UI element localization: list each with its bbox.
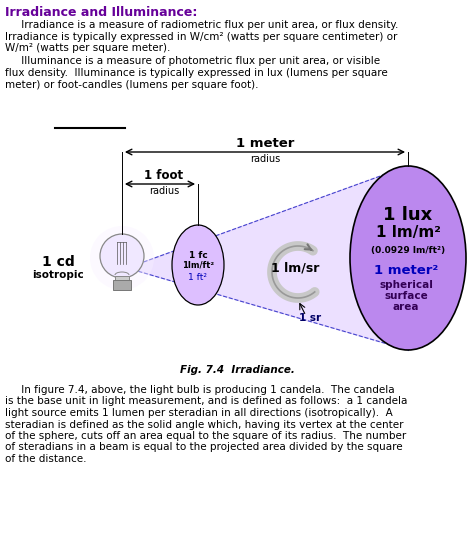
Text: surface: surface (384, 291, 428, 301)
Text: 1 meter²: 1 meter² (374, 263, 438, 277)
Text: of the sphere, cuts off an area equal to the square of its radius.  The number: of the sphere, cuts off an area equal to… (5, 431, 406, 441)
Text: (0.0929 lm/ft²): (0.0929 lm/ft²) (371, 246, 445, 255)
Text: 1 foot: 1 foot (145, 169, 183, 182)
FancyBboxPatch shape (115, 276, 129, 281)
Text: 1 sr: 1 sr (299, 313, 321, 323)
FancyBboxPatch shape (113, 280, 131, 290)
Text: 1 lm/sr: 1 lm/sr (271, 262, 319, 274)
Text: 1 meter: 1 meter (236, 137, 294, 150)
Text: isotropic: isotropic (32, 270, 84, 280)
Text: 1 fc: 1 fc (189, 250, 207, 260)
Text: W/m² (watts per square meter).: W/m² (watts per square meter). (5, 43, 170, 53)
Text: Fig. 7.4  Irradiance.: Fig. 7.4 Irradiance. (180, 365, 294, 375)
Text: flux density.  Illuminance is typically expressed in lux (lumens per square: flux density. Illuminance is typically e… (5, 68, 388, 78)
Text: of steradians in a beam is equal to the projected area divided by the square: of steradians in a beam is equal to the … (5, 443, 402, 452)
Text: 1 lux: 1 lux (383, 206, 433, 224)
Text: of the distance.: of the distance. (5, 454, 86, 464)
Text: Illuminance is a measure of photometric flux per unit area, or visible: Illuminance is a measure of photometric … (5, 57, 380, 67)
Circle shape (90, 226, 154, 290)
Text: 1lm/ft²: 1lm/ft² (182, 261, 214, 270)
Ellipse shape (350, 166, 466, 350)
Text: meter) or foot-candles (lumens per square foot).: meter) or foot-candles (lumens per squar… (5, 80, 258, 90)
Text: In figure 7.4, above, the light bulb is producing 1 candela.  The candela: In figure 7.4, above, the light bulb is … (5, 385, 395, 395)
Text: 1 ft²: 1 ft² (189, 272, 208, 281)
Text: steradian is defined as the solid angle which, having its vertex at the center: steradian is defined as the solid angle … (5, 420, 403, 429)
Text: Irradiance and Illuminance:: Irradiance and Illuminance: (5, 6, 197, 19)
Text: radius: radius (149, 186, 179, 196)
Text: radius: radius (250, 154, 280, 164)
Text: 1 cd: 1 cd (42, 255, 74, 269)
Text: 1 lm/m²: 1 lm/m² (375, 225, 440, 240)
Text: spherical: spherical (379, 280, 433, 290)
Text: is the base unit in light measurement, and is defined as follows:  a 1 candela: is the base unit in light measurement, a… (5, 397, 407, 406)
Text: light source emits 1 lumen per steradian in all directions (isotropically).  A: light source emits 1 lumen per steradian… (5, 408, 393, 418)
Text: area: area (393, 302, 419, 312)
Circle shape (100, 234, 144, 278)
Text: Irradiance is typically expressed in W/cm² (watts per square centimeter) or: Irradiance is typically expressed in W/c… (5, 32, 397, 42)
Ellipse shape (172, 225, 224, 305)
Text: Irradiance is a measure of radiometric flux per unit area, or flux density.: Irradiance is a measure of radiometric f… (5, 20, 398, 30)
Polygon shape (127, 166, 408, 350)
